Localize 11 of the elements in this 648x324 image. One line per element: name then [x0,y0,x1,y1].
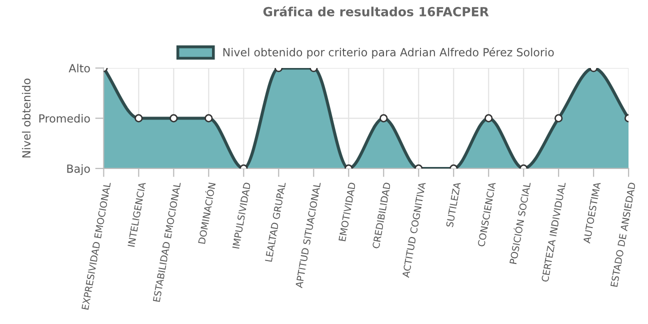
y-axis-title: Nivel obtenido [22,78,31,158]
x-tick-label: ESTADO DE ANSIEDAD [610,182,636,287]
x-tick-label: ACTITUD COGNITIVA [402,182,426,278]
category-label: Alto [68,64,90,72]
x-tick-label: LEALTAD GRUPAL [264,182,286,262]
legend-label: Nivel obtenido por criterio para Adrian Alfredo Pérez Solorio [223,47,554,59]
x-tick-label: SUTILEZA [446,182,461,228]
category-label: Bajo [67,164,90,176]
category-label: Promedio [39,114,90,123]
chart-title: Gráfica de resultados 16FACPER [263,6,489,16]
x-tick-label: POSICIÓN SOCIAL [508,181,531,264]
